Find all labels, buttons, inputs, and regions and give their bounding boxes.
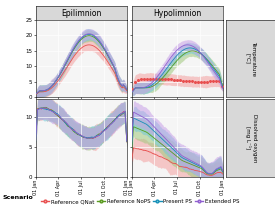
Text: Scenario: Scenario: [3, 195, 34, 200]
Text: Dissolved oxygen
[mg L⁻¹]: Dissolved oxygen [mg L⁻¹]: [245, 114, 257, 162]
Legend: Reference QNat, Reference NoPS, Present PS, Extended PS: Reference QNat, Reference NoPS, Present …: [39, 197, 242, 206]
Text: Epilimnion: Epilimnion: [61, 9, 101, 18]
Text: Temperature
[°C]: Temperature [°C]: [246, 41, 256, 76]
Text: Hypolimnion: Hypolimnion: [153, 9, 201, 18]
